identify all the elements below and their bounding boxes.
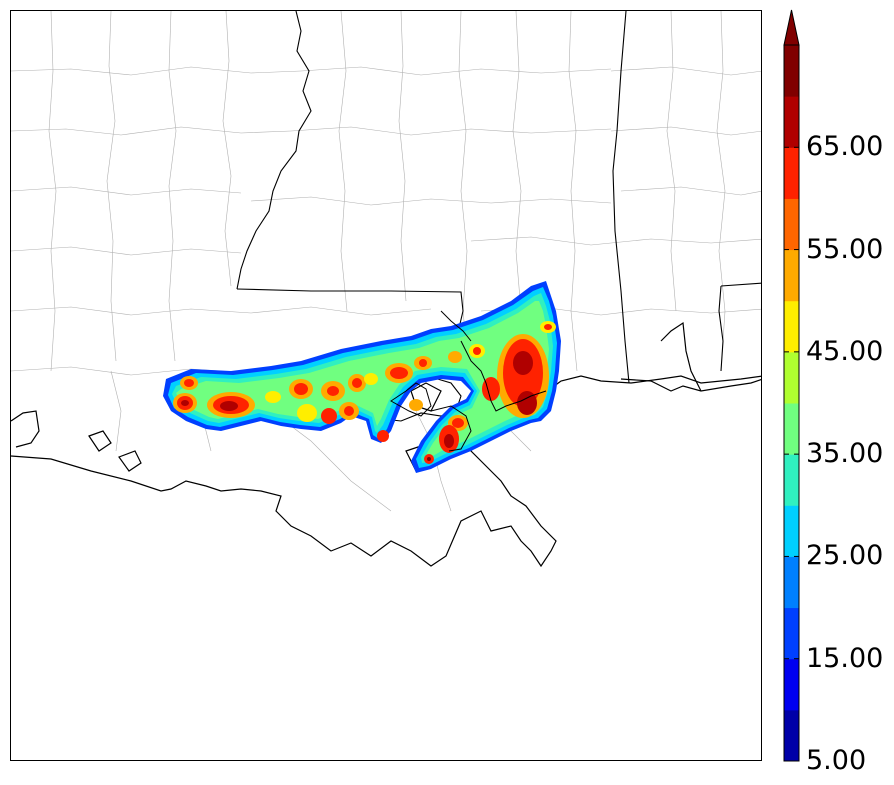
colorbar-tick-label: 55.00 xyxy=(806,233,884,265)
overlay-boundaries xyxy=(390,310,547,452)
colorbar-band xyxy=(784,249,799,302)
colorbar-outline xyxy=(783,44,800,762)
colorbar-band xyxy=(784,505,799,557)
reflectivity-cores xyxy=(173,321,556,464)
colorbar-tick-label: 5.00 xyxy=(806,745,867,776)
colorbar-tick-label: 35.00 xyxy=(806,438,884,470)
colorbar-extend-arrow xyxy=(783,9,800,46)
colorbar-band xyxy=(784,96,799,148)
colorbar-tick-label: 25.00 xyxy=(806,540,884,572)
colorbar-band xyxy=(784,403,799,455)
colorbar-band xyxy=(784,147,799,199)
map-panel xyxy=(10,10,762,761)
reflectivity-swath xyxy=(163,281,561,473)
colorbar-band xyxy=(784,454,799,506)
colorbar-band xyxy=(784,556,799,609)
colorbar-tick-label: 65.00 xyxy=(806,131,884,163)
colorbar-tick-label: 45.00 xyxy=(806,335,884,367)
county-lines xyxy=(11,11,761,512)
map-canvas xyxy=(11,11,761,568)
colorbar-band xyxy=(784,607,799,660)
colorbar-bands xyxy=(784,45,799,762)
colorbar-band xyxy=(784,45,799,97)
colorbar-band xyxy=(784,198,799,251)
colorbar-band xyxy=(784,351,799,404)
state-borders xyxy=(236,11,761,384)
colorbar-band xyxy=(784,300,799,353)
colorbar-ticks xyxy=(784,146,799,762)
colorbar-band xyxy=(784,658,799,711)
colorbar-tick-label: 15.00 xyxy=(806,642,884,674)
colorbar xyxy=(783,9,800,762)
colorbar-band xyxy=(784,709,799,762)
coastline xyxy=(11,321,761,568)
